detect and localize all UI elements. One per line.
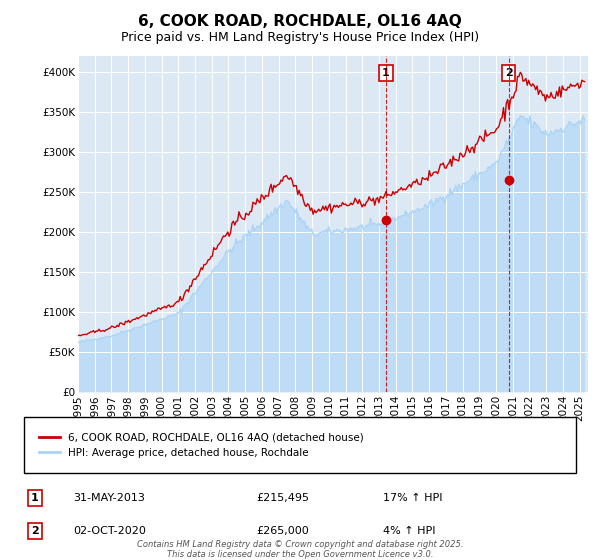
Legend: 6, COOK ROAD, ROCHDALE, OL16 4AQ (detached house), HPI: Average price, detached : 6, COOK ROAD, ROCHDALE, OL16 4AQ (detach… bbox=[35, 428, 368, 462]
Text: 2: 2 bbox=[31, 526, 39, 536]
Text: 02-OCT-2020: 02-OCT-2020 bbox=[74, 526, 146, 536]
Text: £215,495: £215,495 bbox=[256, 493, 309, 503]
Text: 4% ↑ HPI: 4% ↑ HPI bbox=[383, 526, 436, 536]
Text: 1: 1 bbox=[382, 68, 390, 78]
Text: 31-MAY-2013: 31-MAY-2013 bbox=[74, 493, 146, 503]
Text: 6, COOK ROAD, ROCHDALE, OL16 4AQ: 6, COOK ROAD, ROCHDALE, OL16 4AQ bbox=[138, 14, 462, 29]
Text: 2: 2 bbox=[505, 68, 512, 78]
Text: Price paid vs. HM Land Registry's House Price Index (HPI): Price paid vs. HM Land Registry's House … bbox=[121, 31, 479, 44]
Text: 1: 1 bbox=[31, 493, 39, 503]
FancyBboxPatch shape bbox=[24, 417, 576, 473]
Text: £265,000: £265,000 bbox=[256, 526, 308, 536]
Text: Contains HM Land Registry data © Crown copyright and database right 2025.
This d: Contains HM Land Registry data © Crown c… bbox=[137, 540, 463, 559]
Text: 17% ↑ HPI: 17% ↑ HPI bbox=[383, 493, 442, 503]
